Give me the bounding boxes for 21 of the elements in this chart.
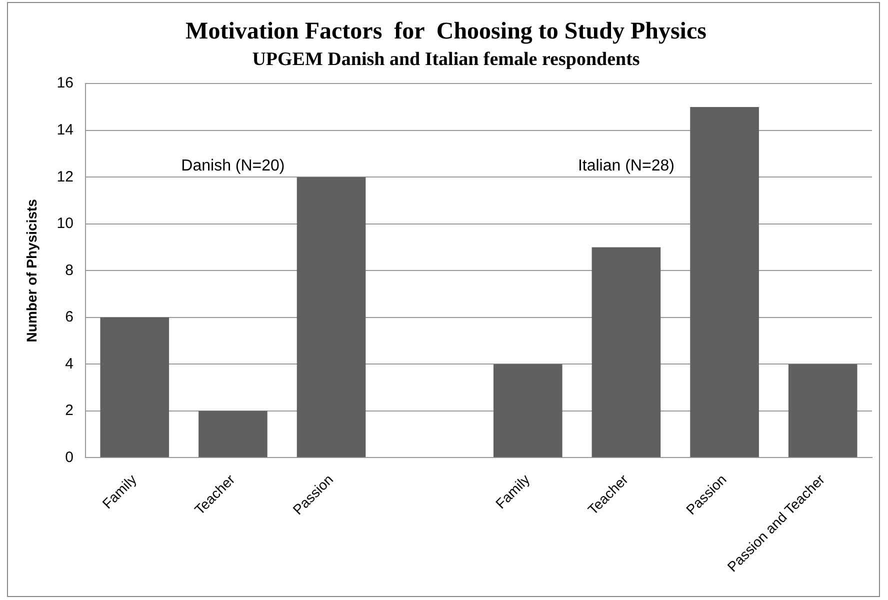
bar	[690, 106, 759, 458]
chart-subtitle: UPGEM Danish and Italian female respondents	[252, 49, 640, 70]
y-tick-label: 6	[65, 308, 74, 326]
y-tick-label: 12	[56, 168, 74, 186]
bar	[493, 364, 562, 458]
annotation: Danish (N=20)	[181, 157, 285, 174]
bar	[198, 410, 268, 458]
y-tick-label: 16	[56, 74, 74, 92]
bar	[592, 247, 661, 458]
y-tick-label: 2	[65, 402, 74, 420]
y-axis-title: Number of Physicists	[23, 198, 40, 342]
y-tick-label: 10	[56, 215, 74, 232]
y-tick-label: 8	[65, 262, 74, 279]
bar	[788, 364, 858, 458]
chart-title: Motivation Factors for Choosing to Study Physics	[186, 18, 706, 45]
bar	[296, 177, 366, 458]
y-tick-label: 4	[65, 355, 74, 372]
y-tick-label: 0	[65, 448, 74, 466]
bar	[100, 317, 170, 458]
y-tick-label: 14	[56, 122, 74, 138]
annotation: Italian (N=28)	[578, 157, 674, 174]
